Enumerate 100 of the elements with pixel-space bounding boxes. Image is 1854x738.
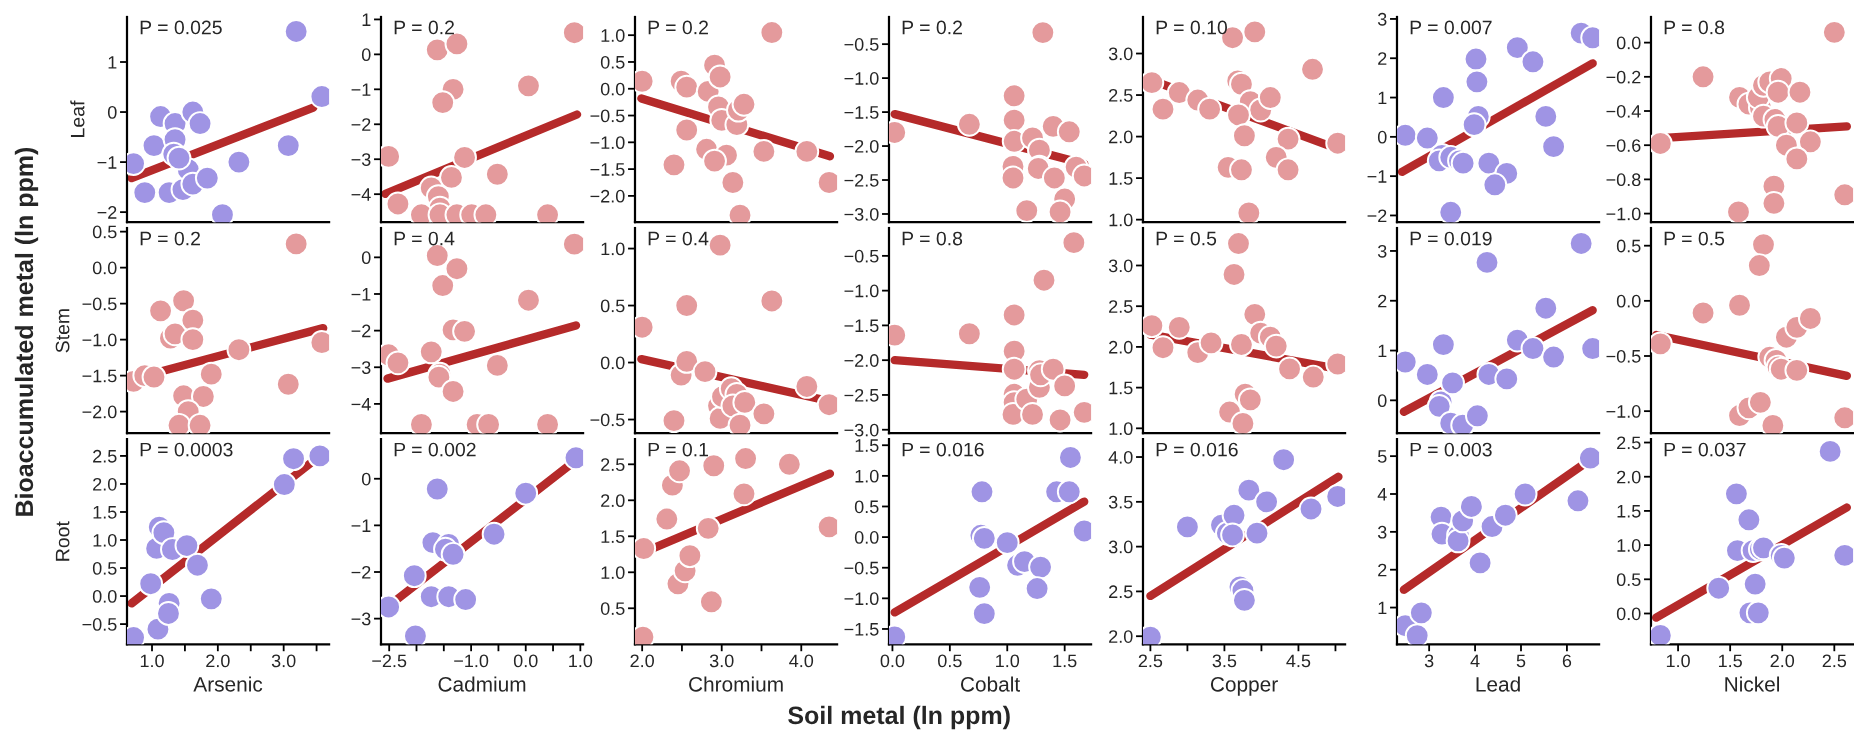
- point: [674, 349, 700, 374]
- point: [166, 145, 192, 171]
- x-axis-title: Nickel: [1725, 676, 1779, 692]
- point: [1226, 231, 1251, 256]
- point: [1430, 85, 1456, 110]
- point: [481, 521, 507, 547]
- y-tick-label: 1: [1378, 91, 1387, 105]
- point: [1000, 165, 1026, 191]
- point: [283, 19, 309, 44]
- point: [185, 552, 210, 578]
- point: [969, 479, 995, 505]
- y-tick-label: −1.0: [590, 136, 625, 150]
- point: [1030, 20, 1056, 45]
- point: [1464, 403, 1490, 429]
- point: [430, 273, 456, 298]
- y-tick-label: 4.0: [1108, 450, 1133, 464]
- point: [1237, 387, 1263, 413]
- y-tick-label: −1.0: [844, 592, 879, 606]
- x-tick-label: −1.0: [454, 654, 489, 668]
- point: [1461, 112, 1487, 138]
- point: [424, 476, 450, 502]
- point: [385, 191, 411, 217]
- y-tick-label: 1.0: [1617, 539, 1641, 552]
- y-tick-label: 0.5: [600, 602, 625, 615]
- point: [1541, 344, 1566, 370]
- point: [1747, 389, 1773, 415]
- y-tick-label: −1: [351, 288, 371, 301]
- y-tick-label: 1.0: [601, 242, 625, 256]
- y-tick-label: 3: [1377, 12, 1387, 26]
- x-tick-label: 4.0: [789, 654, 814, 668]
- point: [226, 149, 252, 175]
- point: [1263, 333, 1289, 359]
- point: [513, 480, 539, 506]
- x-tick-label: 1.5: [1053, 654, 1077, 668]
- y-tick-label: 4: [1377, 488, 1387, 501]
- annotation: P = 0.8: [902, 231, 963, 246]
- point: [667, 458, 692, 484]
- point: [1150, 335, 1176, 361]
- y-tick-label: −1.0: [82, 333, 117, 347]
- y-tick-label: 3.0: [1108, 259, 1133, 273]
- y-tick-label: −1.5: [844, 623, 879, 636]
- point: [1257, 85, 1283, 110]
- y-tick-label: −2.0: [82, 405, 117, 419]
- point: [198, 586, 224, 612]
- y-tick-label: −2.5: [844, 173, 879, 187]
- y-tick-label: −3: [351, 153, 371, 166]
- point: [1275, 157, 1301, 183]
- y-tick-label: 2.5: [93, 449, 117, 463]
- x-tick-label: 1.5: [1718, 654, 1742, 668]
- point: [1482, 172, 1508, 198]
- point: [677, 543, 703, 569]
- y-tick-label: 3: [1377, 244, 1387, 258]
- point: [1751, 232, 1776, 257]
- point: [1690, 64, 1716, 90]
- point: [1821, 19, 1847, 45]
- point: [1242, 301, 1268, 327]
- x-tick-label: 6: [1562, 654, 1572, 668]
- point: [1474, 250, 1500, 275]
- y-tick-label: −2.5: [844, 388, 879, 402]
- y-tick-label: 0.5: [1616, 239, 1641, 253]
- y-tick-label: −2: [1367, 209, 1387, 222]
- point: [476, 412, 501, 434]
- point: [1175, 514, 1200, 540]
- y-tick-label: −2: [351, 324, 371, 338]
- point: [1533, 104, 1559, 129]
- point: [1001, 302, 1027, 328]
- point: [1438, 199, 1464, 223]
- point: [1271, 447, 1297, 473]
- point: [1541, 134, 1566, 160]
- point: [166, 412, 192, 434]
- annotation: P = 0.003: [1410, 442, 1492, 457]
- y-tick-label: 2.0: [1109, 130, 1133, 144]
- x-axis-title: Cobalt: [960, 676, 1020, 692]
- point: [1784, 146, 1810, 172]
- x-axis-title: Cadmium: [438, 676, 526, 692]
- y-tick-label: −1.5: [844, 319, 879, 333]
- point: [1242, 19, 1268, 45]
- x-tick-label: 0.0: [880, 654, 905, 668]
- point: [1404, 623, 1430, 645]
- x-tick-label: 2.0: [206, 654, 230, 668]
- point: [1221, 502, 1247, 528]
- y-tick-label: −3.0: [844, 207, 879, 221]
- y-tick-label: −0.4: [1606, 104, 1641, 118]
- y-tick-label: 0: [361, 48, 371, 62]
- y-tick-label: 2.5: [1617, 436, 1641, 450]
- y-tick-label: −1: [1367, 170, 1387, 183]
- point: [440, 541, 466, 567]
- point: [452, 318, 477, 344]
- y-tick-label: 2: [1378, 52, 1387, 65]
- y-tick-label: −2.0: [844, 139, 879, 153]
- y-tick-label: 1: [108, 56, 117, 69]
- y-tick-label: 3.0: [1108, 47, 1133, 61]
- point: [1014, 198, 1040, 223]
- y-tick-label: −1: [351, 519, 371, 532]
- point: [698, 589, 724, 615]
- point: [190, 384, 216, 409]
- point: [1727, 292, 1752, 318]
- annotation: P = 0.2: [648, 20, 708, 35]
- x-tick-label: 2.5: [1822, 654, 1847, 668]
- y-tick-label: 0.5: [600, 299, 625, 313]
